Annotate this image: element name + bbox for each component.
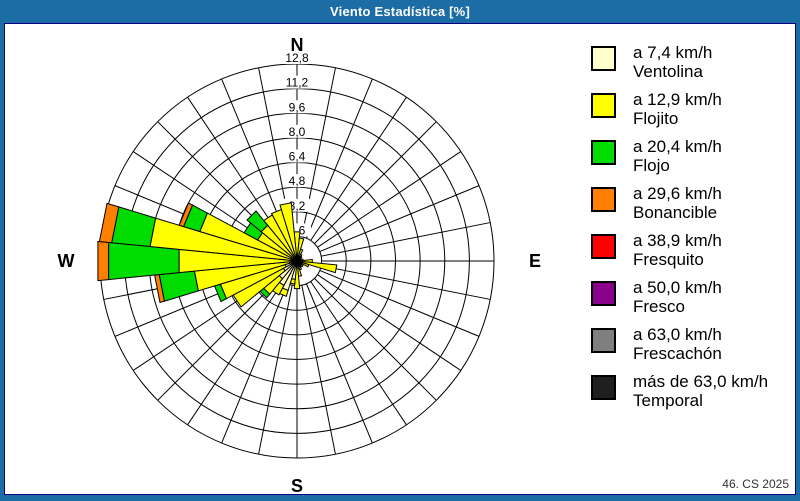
color-swatch-fresquito: [591, 234, 616, 259]
legend-name-label: Bonancible: [633, 204, 722, 223]
legend-speed-label: a 38,9 km/h: [633, 232, 722, 251]
compass-label-north: N: [291, 35, 304, 55]
legend-speed-label: a 7,4 km/h: [633, 44, 712, 63]
legend-name-label: Temporal: [633, 392, 768, 411]
bar-segment-W-bonancible: [98, 241, 109, 280]
compass-label-east: E: [529, 251, 541, 271]
color-swatch-ventolina: [591, 46, 616, 71]
ring-label: 9,6: [289, 100, 306, 114]
legend-speed-label: a 29,6 km/h: [633, 185, 722, 204]
color-swatch-frescachon: [591, 328, 616, 353]
legend-speed-label: a 50,0 km/h: [633, 279, 722, 298]
legend-name-label: Fresquito: [633, 251, 722, 270]
legend-speed-label: a 63,0 km/h: [633, 326, 722, 345]
legend-speed-label: a 12,9 km/h: [633, 91, 722, 110]
color-swatch-fresco: [591, 281, 616, 306]
compass-label-west: W: [58, 251, 75, 271]
footer-label: 46. CS 2025: [722, 477, 789, 491]
color-swatch-temporal: [591, 375, 616, 400]
window-title: Viento Estadística [%]: [330, 4, 470, 19]
ring-label: 11,2: [286, 76, 309, 90]
ring-label: 4,8: [289, 174, 306, 188]
color-swatch-flojo: [591, 140, 616, 165]
legend-name-label: Flojito: [633, 110, 722, 129]
ring-label: 6,4: [289, 150, 306, 164]
legend-name-label: Ventolina: [633, 63, 712, 82]
legend-speed-label: más de 63,0 km/h: [633, 373, 768, 392]
compass-label-south: S: [291, 476, 303, 496]
window-titlebar: Viento Estadística [%]: [0, 0, 800, 22]
wind-rose-bars: [98, 203, 337, 307]
legend-name-label: Flojo: [633, 157, 722, 176]
legend-name-label: Fresco: [633, 298, 722, 317]
ring-label: 8,0: [289, 125, 306, 139]
color-swatch-bonancible: [591, 187, 616, 212]
legend-speed-label: a 20,4 km/h: [633, 138, 722, 157]
bar-segment-WbS-flojo: [159, 271, 198, 301]
legend-name-label: Frescachón: [633, 345, 722, 364]
color-swatch-flojito: [591, 93, 616, 118]
bar-segment-WbN-flojo: [112, 207, 156, 247]
